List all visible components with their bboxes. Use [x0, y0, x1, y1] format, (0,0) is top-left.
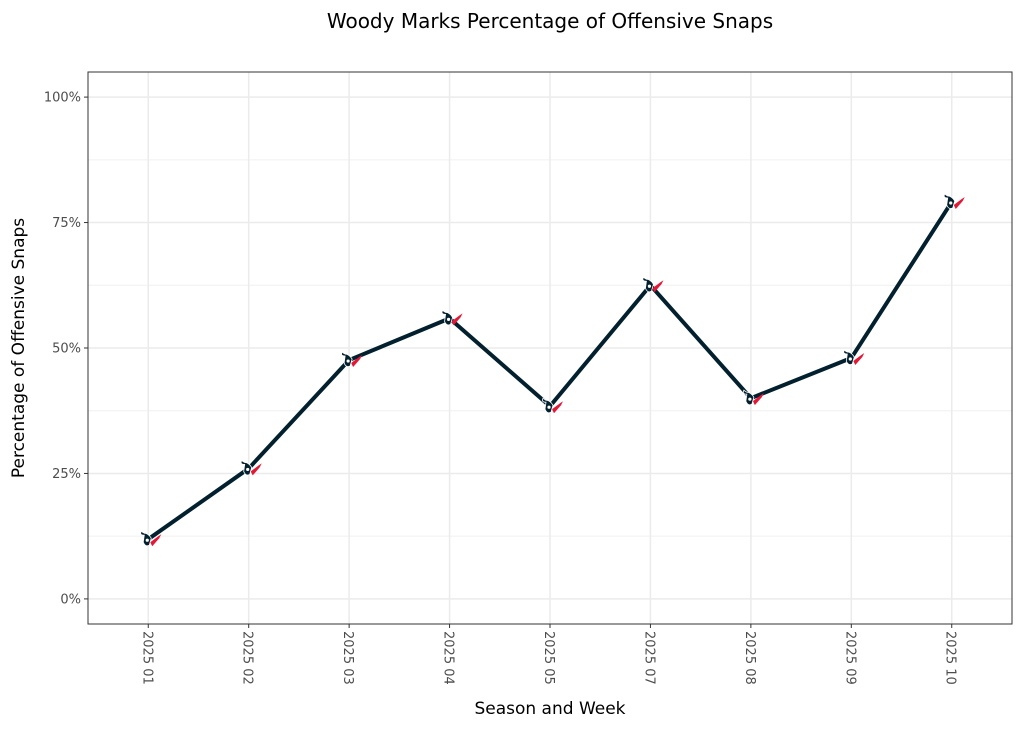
x-tick-label: 2025 01: [139, 631, 154, 685]
x-tick-label: 2025 03: [340, 631, 355, 685]
y-tick-label: 25%: [52, 467, 81, 482]
markers: [140, 193, 965, 547]
texans-logo-icon: [642, 276, 664, 293]
texans-logo-icon: [140, 530, 162, 547]
x-axis: 2025 01 2025 02 2025 03 2025 04 2025 05 2025 …: [139, 624, 958, 685]
texans-logo-icon: [843, 349, 865, 366]
x-tick-label: 2025 07: [641, 631, 656, 685]
grid: [88, 72, 1012, 624]
y-tick-label: 0%: [60, 592, 81, 607]
x-tick-label: 2025 10: [943, 631, 958, 685]
texans-logo-icon: [441, 309, 463, 326]
x-tick-label: 2025 02: [240, 631, 255, 685]
x-tick-label: 2025 05: [541, 631, 556, 685]
x-tick-label: 2025 04: [441, 631, 456, 685]
texans-logo-icon: [943, 193, 965, 209]
x-axis-label: Season and Week: [474, 699, 625, 719]
y-axis: 0% 25% 50% 75% 100%: [44, 91, 88, 607]
y-axis-label: Percentage of Offensive Snaps: [9, 218, 29, 478]
chart-title: Woody Marks Percentage of Offensive Snap…: [327, 9, 773, 33]
texans-logo-icon: [240, 459, 262, 476]
y-tick-label: 50%: [52, 342, 81, 357]
x-tick-label: 2025 09: [842, 631, 857, 685]
y-tick-label: 100%: [44, 91, 81, 106]
x-tick-label: 2025 08: [742, 631, 757, 685]
texans-logo-icon: [341, 351, 363, 368]
texans-logo-icon: [542, 397, 563, 414]
y-tick-label: 75%: [52, 216, 81, 231]
texans-logo-icon: [742, 389, 764, 406]
